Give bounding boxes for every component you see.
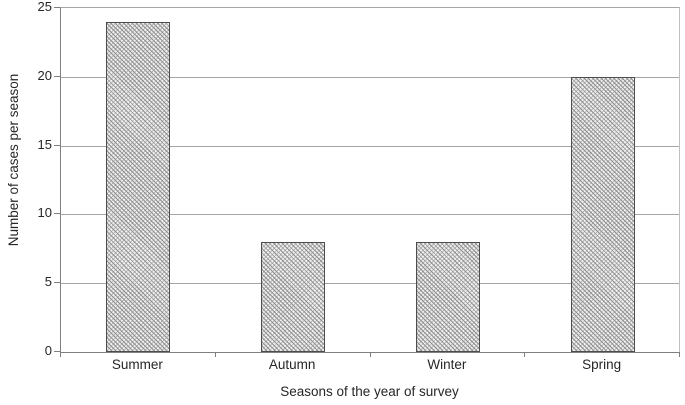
y-tick-mark (54, 282, 60, 284)
x-axis-title: Seasons of the year of survey (280, 384, 459, 399)
y-tick-label: 25 (37, 0, 52, 14)
gridline (61, 145, 679, 147)
y-tick-mark (54, 75, 60, 77)
y-tick-label: 20 (37, 67, 52, 83)
x-tick-mark (524, 352, 525, 357)
y-tick-mark (54, 213, 60, 215)
y-tick-label: 10 (37, 205, 52, 221)
x-category-label: Autumn (268, 357, 316, 372)
y-tick-label: 5 (44, 274, 52, 290)
bar-spring (570, 76, 635, 352)
x-tick-mark (679, 352, 680, 357)
y-tick-mark (54, 7, 60, 8)
x-category-label: Spring (582, 357, 622, 372)
gridline (61, 214, 679, 216)
bar-summer (106, 21, 171, 352)
x-category-label: Summer (111, 357, 163, 372)
x-tick-mark (60, 352, 61, 357)
y-axis-title: Number of cases per season (6, 73, 21, 247)
y-tick-label: 0 (44, 343, 52, 358)
bar-autumn (261, 241, 326, 352)
gridline (61, 76, 679, 78)
x-tick-mark (215, 352, 216, 357)
y-tick-mark (54, 144, 60, 146)
plot-area (60, 7, 680, 353)
gridline (61, 283, 679, 285)
y-tick-label: 15 (37, 136, 52, 152)
y-tick-mark (54, 351, 60, 352)
x-tick-mark (370, 352, 371, 357)
x-category-label: Winter (427, 357, 467, 372)
bar-winter (415, 241, 480, 352)
